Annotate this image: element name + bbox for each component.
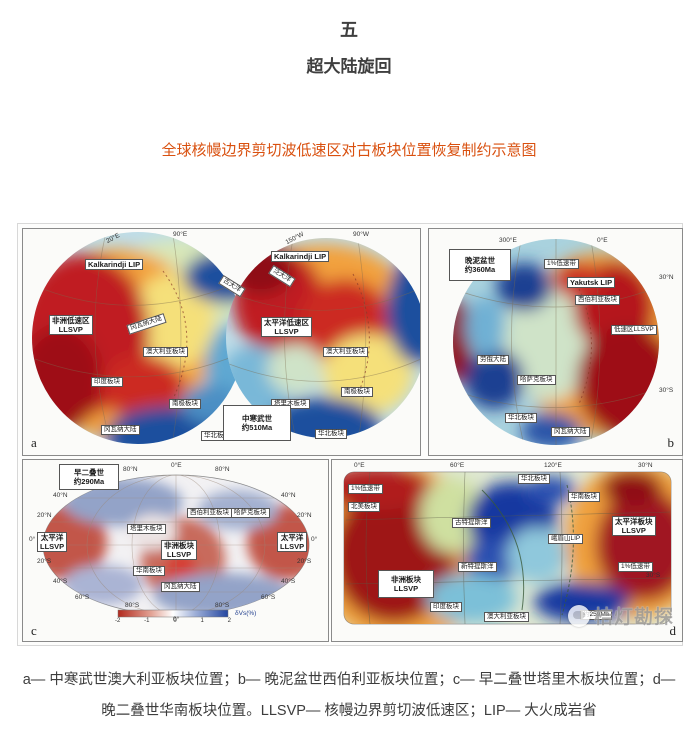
lon-tick: 300°E: [499, 237, 517, 244]
colorbar-tick: 1: [200, 618, 204, 624]
lon-tick: 120°E: [544, 462, 562, 469]
lat-tick: 20°S: [297, 558, 312, 565]
lip-label: Yakutsk LIP: [567, 277, 616, 288]
lat-tick: 80°S: [125, 602, 140, 609]
plate-label: 南极板块: [169, 399, 201, 409]
lat-tick: 40°N: [53, 492, 68, 499]
lat-tick: 30°S: [646, 572, 661, 579]
plate-label: 冈瓦纳大陆: [551, 427, 590, 437]
colorbar-ticks: -2 -1 0 1 2: [115, 618, 231, 624]
lat-tick: 40°S: [53, 578, 68, 585]
lat-tick: 30°S: [659, 387, 674, 394]
llsvp-label: 太平洋 LLSVP: [277, 532, 308, 552]
panel-c-map: [42, 474, 310, 618]
llsvp-label: 非洲板块 LLSVP: [378, 570, 434, 598]
plate-label: 澳大利亚板块: [323, 347, 368, 357]
lon-tick: 0°E: [354, 462, 365, 469]
panel-letter: a: [31, 435, 37, 450]
plate-label: 印度板块: [430, 602, 462, 612]
plate-label: 澳大利亚板块: [143, 347, 188, 357]
colorbar-tick: 0: [173, 618, 177, 624]
plate-label: 冈瓦纳大陆: [161, 582, 200, 592]
plate-label: 华北板块: [315, 429, 347, 439]
watermark-text: 桔灯勘探: [593, 607, 674, 628]
lat-tick: 20°N: [297, 512, 312, 519]
article-page: { "page": { "title": "五", "subtitle": "超…: [0, 16, 698, 736]
panel-b-devonian-globe: 300°E 0°E 30°N 30°S 晚泥盆世 约360Ma 1%低速带 Ya…: [428, 228, 683, 456]
age-box: 早二叠世 约290Ma: [59, 464, 119, 490]
lon-tick: 90°E: [173, 231, 188, 238]
plate-label: 劳俄大陆: [477, 355, 509, 365]
wechat-logo-icon: [567, 604, 590, 627]
ocean-label: 古特提斯洋: [452, 518, 491, 528]
panel-a-cambrian-globes: 20°E 90°E 150°W 90°W Kalkarindji LIP 古大洋…: [22, 228, 421, 456]
low-velocity-label: 1%低速带: [348, 484, 383, 494]
colorbar-tick: -2: [115, 618, 121, 624]
lat-tick: 80°S: [215, 602, 230, 609]
lat-tick: 40°N: [281, 492, 296, 499]
figure-title-link[interactable]: 全球核幔边界剪切波低速区对古板块位置恢复制约示意图: [161, 142, 537, 159]
plate-label: 华南板块: [133, 566, 165, 576]
lat-tick: 60°S: [261, 594, 276, 601]
watermark: 桔灯勘探: [567, 602, 674, 629]
lat-tick: 0°: [29, 536, 36, 543]
lon-tick: 0°E: [171, 462, 182, 469]
panel-letter: c: [31, 623, 37, 638]
panel-letter: d: [669, 623, 677, 638]
lat-tick: 40°S: [281, 578, 296, 585]
lip-label: Kalkarindji LIP: [85, 259, 144, 270]
plate-label: 华南板块: [568, 492, 600, 502]
panel-d-late-permian-map: 0°E 60°E 120°E 30°N 30°S 1%低速带 北美板块 华北板块…: [331, 459, 683, 642]
llsvp-label: 太平洋 LLSVP: [37, 532, 68, 552]
lat-tick: 30°N: [659, 274, 674, 281]
ocean-label: 新特提斯洋: [458, 562, 497, 572]
plate-label: 西伯利亚板块: [575, 295, 620, 305]
panel-a-map: [32, 232, 420, 444]
page-title: 五: [340, 20, 358, 40]
lat-tick: 30°N: [638, 462, 653, 469]
lat-tick: 80°N: [215, 466, 230, 473]
figure-image: 20°E 90°E 150°W 90°W Kalkarindji LIP 古大洋…: [17, 223, 683, 646]
plate-label: 印度板块: [91, 377, 123, 387]
lat-tick: 0°: [311, 536, 318, 543]
llsvp-label: 太平洋板块 LLSVP: [612, 516, 656, 536]
age-box: 中寒武世 约510Ma: [223, 405, 291, 441]
llsvp-label: 非洲板块 LLSVP: [161, 540, 197, 560]
colorbar-label: δVs(%): [235, 610, 257, 617]
lat-tick: 20°S: [37, 558, 52, 565]
lip-label: 峨眉山LIP: [548, 534, 584, 544]
page-subtitle: 超大陆旋回: [306, 57, 392, 76]
plate-label: 华北板块: [518, 474, 550, 484]
lon-tick: 0°: [173, 616, 180, 623]
age-box: 晚泥盆世 约360Ma: [449, 249, 511, 281]
lip-label: Kalkarindji LIP: [271, 251, 330, 262]
llsvp-label: 非洲低速区 LLSVP: [49, 315, 93, 335]
low-velocity-label: 1%低速带: [544, 259, 579, 269]
llsvp-label: 低速区LLSVP: [611, 325, 657, 335]
plate-label: 哈萨克板块: [517, 375, 556, 385]
lat-tick: 20°N: [37, 512, 52, 519]
colorbar-tick: 2: [227, 618, 231, 624]
plate-label: 南极板块: [341, 387, 373, 397]
figure-caption-line2: 晚二叠世华南板块位置。LLSVP— 核幔边界剪切波低速区；LIP— 大火成岩省: [101, 703, 597, 719]
lon-tick: 60°E: [450, 462, 465, 469]
plate-label: 澳大利亚板块: [484, 612, 529, 622]
lat-tick: 80°N: [123, 466, 138, 473]
plate-label: 西伯利亚板块: [187, 508, 232, 518]
lat-tick: 60°S: [75, 594, 90, 601]
plate-label: 冈瓦纳大陆: [101, 425, 140, 435]
plate-label: 华北板块: [505, 413, 537, 423]
lon-tick: 0°E: [597, 237, 608, 244]
colorbar-tick: -1: [144, 618, 150, 624]
panel-letter: b: [667, 435, 675, 450]
figure-caption-line1: a— 中寒武世澳大利亚板块位置；b— 晚泥盆世西伯利亚板块位置；c— 早二叠世塔…: [22, 672, 676, 688]
llsvp-label: 太平洋低速区 LLSVP: [261, 317, 312, 337]
plate-label: 北美板块: [348, 502, 380, 512]
plate-label: 塔里木板块: [127, 524, 166, 534]
plate-label: 哈萨克板块: [231, 508, 270, 518]
lon-tick: 90°W: [353, 231, 369, 238]
panel-c-permian-mollweide: 早二叠世 约290Ma 80°N 0°E 80°N 40°N 20°N 0° 2…: [22, 459, 329, 642]
low-velocity-label: 1%低速带: [618, 562, 653, 572]
